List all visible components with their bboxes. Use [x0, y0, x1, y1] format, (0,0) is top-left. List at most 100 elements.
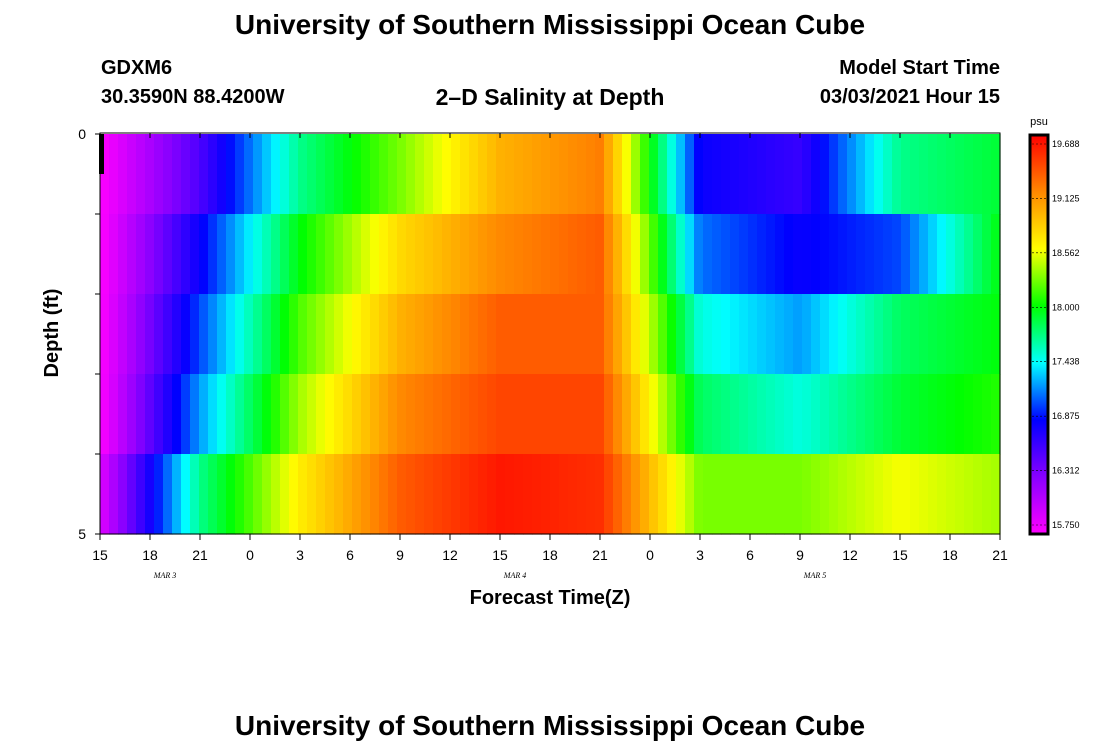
heatmap-cell	[487, 134, 497, 215]
colorbar-tick-label: 16.875	[1052, 411, 1080, 421]
heatmap-cell	[631, 374, 641, 455]
heatmap-cell	[523, 134, 533, 215]
heatmap-cell	[883, 294, 893, 375]
heatmap-cell	[127, 374, 137, 455]
heatmap-cell	[532, 374, 542, 455]
heatmap-cell	[640, 134, 650, 215]
heatmap-cell	[289, 374, 299, 455]
heatmap-cell	[262, 374, 272, 455]
heatmap-cell	[541, 374, 551, 455]
heatmap-cell	[955, 294, 965, 375]
heatmap-cell	[739, 374, 749, 455]
heatmap-cell	[784, 374, 794, 455]
heatmap-cell	[280, 454, 290, 535]
heatmap-cell	[487, 214, 497, 295]
heatmap-cell	[442, 374, 452, 455]
heatmap-cell	[298, 134, 308, 215]
heatmap-cell	[577, 454, 587, 535]
heatmap-cell	[658, 294, 668, 375]
heatmap-cell	[433, 214, 443, 295]
heatmap-cell	[307, 454, 317, 535]
station-coords: 30.3590N 88.4200W	[101, 86, 285, 108]
heatmap-cell	[541, 454, 551, 535]
heatmap-cell	[784, 214, 794, 295]
heatmap-cell	[964, 294, 974, 375]
heatmap-cell	[730, 214, 740, 295]
colorbar-tick-label: 15.750	[1052, 520, 1080, 530]
heatmap-cell	[460, 294, 470, 375]
heatmap-cell	[568, 214, 578, 295]
heatmap-cell	[262, 214, 272, 295]
heatmap-cell	[811, 134, 821, 215]
heatmap-cell	[469, 374, 479, 455]
model-start-value: 03/03/2021 Hour 15	[819, 86, 1000, 108]
heatmap-cell	[964, 214, 974, 295]
page-title-bottom: University of Southern Mississippi Ocean…	[234, 710, 866, 741]
heatmap-cell	[748, 134, 758, 215]
heatmap-cell	[325, 294, 335, 375]
heatmap-cell	[892, 134, 902, 215]
heatmap-cell	[154, 214, 164, 295]
heatmap-cell	[676, 214, 686, 295]
heatmap-cell	[730, 454, 740, 535]
heatmap-cell	[352, 134, 362, 215]
heatmap-cell	[532, 454, 542, 535]
heatmap-cell	[370, 214, 380, 295]
heatmap-cell	[172, 294, 182, 375]
x-tick-label: 6	[746, 547, 754, 563]
heatmap-cell	[469, 134, 479, 215]
heatmap-cell	[856, 374, 866, 455]
heatmap-cell	[190, 374, 200, 455]
heatmap-cell	[568, 374, 578, 455]
heatmap-cell	[163, 134, 173, 215]
heatmap-cell	[199, 134, 209, 215]
heatmap-cell	[613, 214, 623, 295]
heatmap-cell	[667, 134, 677, 215]
heatmap-cell	[217, 454, 227, 535]
heatmap-cell	[991, 134, 1001, 215]
heatmap-cell	[739, 134, 749, 215]
heatmap-cell	[577, 134, 587, 215]
heatmap-cell	[559, 134, 569, 215]
heatmap-cell	[523, 374, 533, 455]
heatmap-cell	[496, 454, 506, 535]
heatmap-cell	[550, 374, 560, 455]
heatmap-cell	[694, 134, 704, 215]
heatmap-cell	[757, 214, 767, 295]
heatmap-cell	[757, 134, 767, 215]
heatmap-cell	[388, 294, 398, 375]
heatmap-cell	[442, 454, 452, 535]
heatmap-cell	[451, 134, 461, 215]
heatmap-cell	[811, 374, 821, 455]
heatmap-cell	[163, 374, 173, 455]
heatmap-cell	[478, 374, 488, 455]
x-tick-label: 9	[396, 547, 404, 563]
heatmap-cell	[361, 294, 371, 375]
heatmap-cell	[370, 454, 380, 535]
heatmap-cell	[532, 294, 542, 375]
heatmap-cell	[919, 214, 929, 295]
heatmap-cell	[460, 454, 470, 535]
heatmap-cell	[937, 134, 947, 215]
heatmap-cell	[622, 214, 632, 295]
heatmap-cell	[703, 214, 713, 295]
heatmap-cell	[226, 134, 236, 215]
heatmap-cell	[100, 374, 110, 455]
heatmap-cell	[865, 374, 875, 455]
heatmap-cell	[244, 214, 254, 295]
heatmap-cell	[784, 134, 794, 215]
x-tick-label: 15	[92, 547, 108, 563]
heatmap-cell	[433, 374, 443, 455]
heatmap-cell	[271, 454, 281, 535]
heatmap-cell	[793, 294, 803, 375]
heatmap-cell	[649, 374, 659, 455]
heatmap-cell	[739, 214, 749, 295]
heatmap-cell	[613, 374, 623, 455]
colorbar-tick-label: 18.000	[1052, 302, 1080, 312]
heatmap-cell	[937, 294, 947, 375]
heatmap-cell	[595, 454, 605, 535]
heatmap-cell	[784, 294, 794, 375]
heatmap-cell	[163, 454, 173, 535]
heatmap-cell	[343, 214, 353, 295]
heatmap-cell	[217, 134, 227, 215]
